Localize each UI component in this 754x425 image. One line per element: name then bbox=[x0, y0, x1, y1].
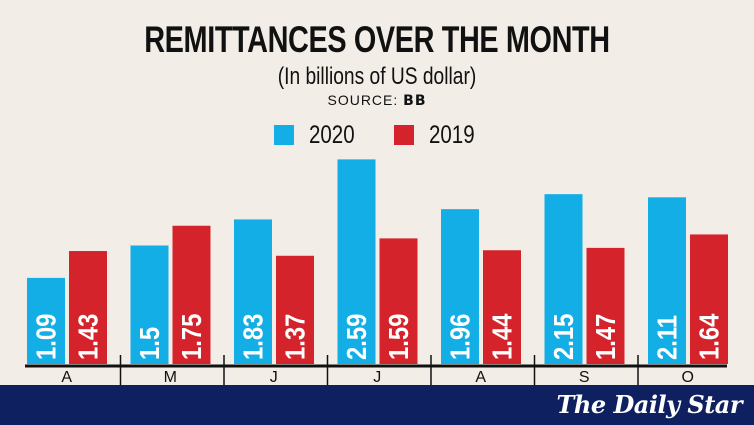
bar-2019-August bbox=[483, 250, 521, 364]
bar-2020-August bbox=[441, 209, 479, 364]
chart-source: SOURCE: BB bbox=[0, 92, 754, 109]
bar-2020-October bbox=[648, 197, 686, 364]
bar-2020-April bbox=[27, 277, 65, 364]
footer-banner: The Daily Star bbox=[0, 385, 754, 425]
data-label: 2.59 bbox=[340, 314, 372, 360]
legend-swatch-2020 bbox=[274, 125, 295, 145]
legend-swatch-2019 bbox=[394, 125, 414, 145]
data-label: 1.64 bbox=[693, 313, 725, 360]
x-tick-label: M bbox=[164, 369, 177, 386]
data-label: 1.37 bbox=[279, 314, 311, 360]
data-label: 1.47 bbox=[589, 314, 621, 360]
data-label: 1.44 bbox=[486, 313, 518, 360]
bar-2020-June bbox=[234, 219, 272, 364]
x-tick-label: J bbox=[270, 369, 278, 386]
bar-2019-July bbox=[379, 238, 418, 364]
source-value: BB bbox=[403, 93, 427, 109]
data-label: 1.5 bbox=[133, 327, 165, 360]
source-label: SOURCE: bbox=[327, 92, 399, 108]
bar-2019-September bbox=[586, 247, 625, 364]
bar-2020-May bbox=[130, 245, 169, 364]
x-tick-label: J bbox=[373, 369, 381, 386]
data-label: 1.83 bbox=[237, 314, 269, 360]
legend-label: 2019 bbox=[429, 121, 475, 149]
x-tick-label: O bbox=[682, 369, 694, 386]
legend-item-2019: 2019 bbox=[394, 120, 480, 150]
bar-2019-April bbox=[69, 251, 107, 364]
x-tick-label: A bbox=[475, 369, 486, 386]
data-label: 1.09 bbox=[30, 314, 62, 360]
data-label: 1.59 bbox=[382, 314, 414, 360]
bar-2019-June bbox=[276, 255, 314, 364]
bar-2020-September bbox=[544, 194, 583, 364]
data-label: 2.11 bbox=[651, 315, 683, 360]
bar-2019-October bbox=[690, 234, 728, 364]
data-label: 1.43 bbox=[72, 314, 104, 360]
legend: 2020 2019 bbox=[0, 120, 754, 150]
legend-label: 2020 bbox=[309, 121, 355, 149]
chart-subtitle: (In billions of US dollar) bbox=[277, 63, 477, 90]
data-label: 2.15 bbox=[547, 314, 579, 360]
data-label: 1.75 bbox=[175, 314, 207, 360]
chart-title: REMITTANCES OVER THE MONTH bbox=[144, 19, 610, 60]
x-tick-label: S bbox=[579, 369, 590, 386]
x-tick-label: A bbox=[61, 369, 72, 386]
legend-item-2020: 2020 bbox=[274, 120, 360, 150]
daily-star-logo: The Daily Star bbox=[556, 390, 743, 419]
bar-2019-May bbox=[172, 225, 211, 364]
bar-2020-July bbox=[337, 159, 376, 364]
data-label: 1.96 bbox=[444, 314, 476, 360]
